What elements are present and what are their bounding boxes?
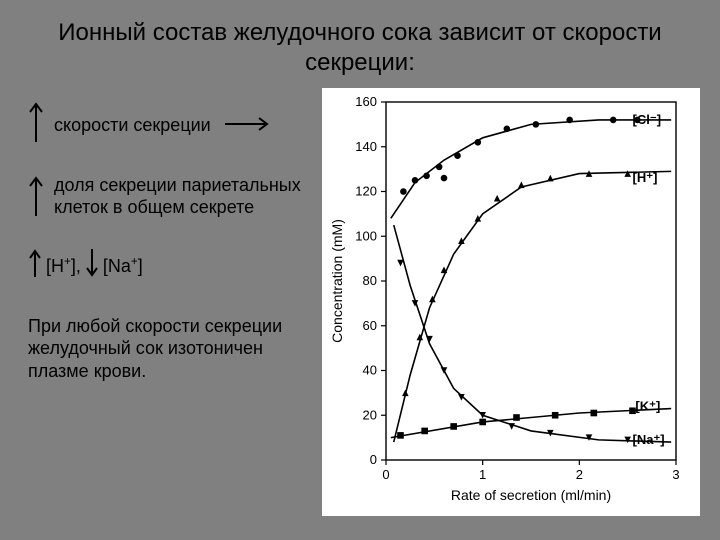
bullet-parietal-text: доля секреции париетальных клеток в обще… [54,174,308,219]
ion-h-label: [H+], [46,255,81,278]
bullet-parietal: доля секреции париетальных клеток в обще… [28,174,308,224]
svg-text:[H⁺]: [H⁺] [633,170,658,185]
svg-text:80: 80 [363,273,377,288]
ion-na-label: [Na+] [103,255,143,278]
svg-text:Concentration (mM): Concentration (mM) [329,219,345,343]
arrow-up-icon [28,100,44,150]
ion-concentration-chart: 0 1 2 3 0 20 40 60 80 100 120 140 160 Rate of secreti… [322,88,700,516]
svg-text:1: 1 [479,467,486,482]
svg-text:20: 20 [363,407,377,422]
left-column: скорости секреции доля секреции париетал… [28,100,308,382]
arrow-up-icon [28,247,42,285]
svg-text:0: 0 [370,452,377,467]
svg-text:3: 3 [672,467,679,482]
arrow-right-icon [223,114,271,137]
svg-text:140: 140 [355,139,377,154]
svg-text:[Na⁺]: [Na⁺] [633,432,665,447]
svg-text:[Cl⁻]: [Cl⁻] [633,112,662,127]
bullet-rate: скорости секреции [28,100,308,150]
svg-text:160: 160 [355,94,377,109]
svg-text:120: 120 [355,184,377,199]
note-text: При любой скорости секреции желудочный с… [28,315,308,383]
svg-text:60: 60 [363,318,377,333]
bullet-ions: [H+], [Na+] [28,247,308,285]
bullet-rate-text: скорости секреции [54,114,211,137]
svg-text:100: 100 [355,228,377,243]
svg-text:40: 40 [363,363,377,378]
svg-text:2: 2 [576,467,583,482]
svg-text:[K⁺]: [K⁺] [635,398,660,413]
arrow-up-icon [28,174,44,224]
arrow-down-icon [85,247,99,285]
svg-text:Rate of secretion (ml/min): Rate of secretion (ml/min) [451,487,611,503]
chart-container: 0 1 2 3 0 20 40 60 80 100 120 140 160 Rate of secreti… [322,88,700,516]
svg-text:0: 0 [382,467,389,482]
slide-title: Ионный состав желудочного сока зависит о… [30,18,690,78]
